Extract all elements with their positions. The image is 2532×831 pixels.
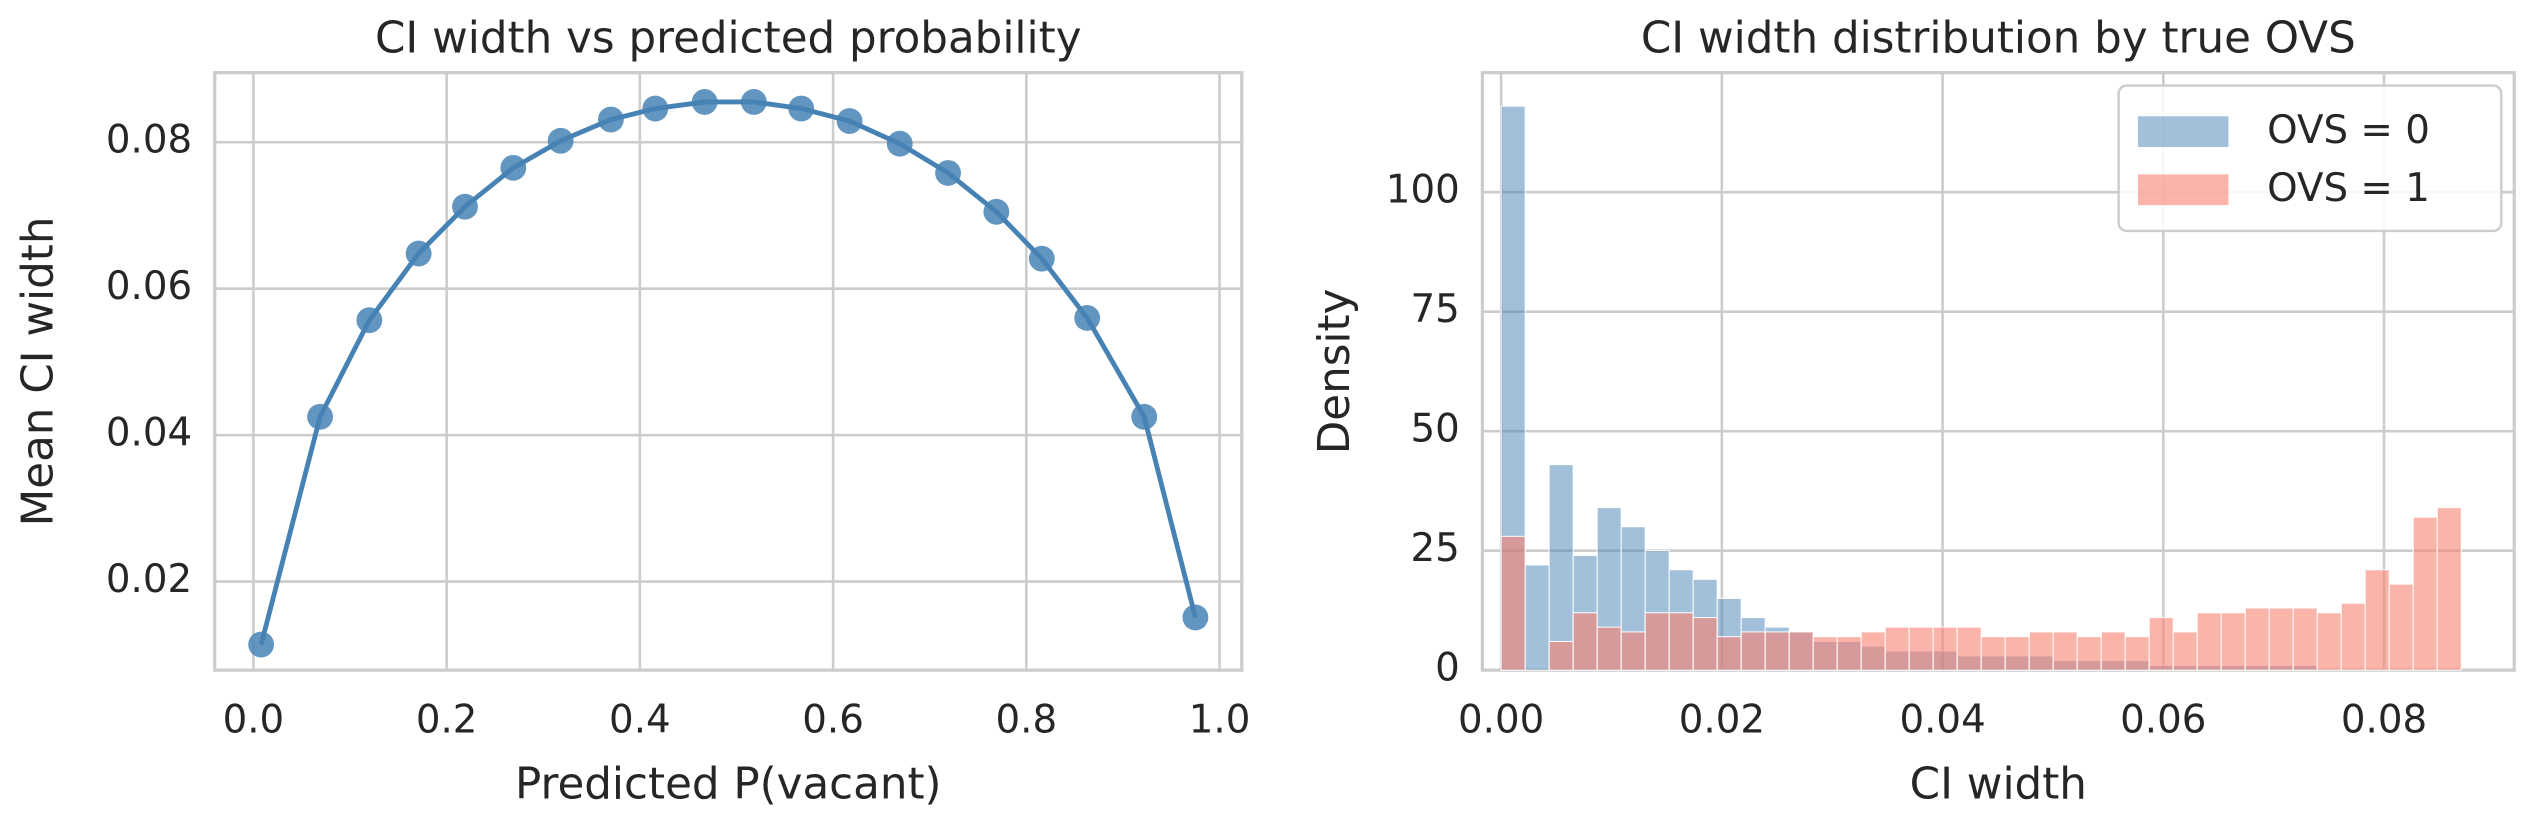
histogram-bar: [1500, 535, 1526, 671]
x-tick-label: 1.0: [1189, 697, 1251, 742]
histogram-bar: [1644, 612, 1670, 671]
x-tick-label: 0.4: [609, 697, 671, 742]
legend-label: OVS = 0: [2267, 108, 2430, 153]
y-tick-label: 25: [1410, 526, 1459, 571]
marker: [1074, 305, 1101, 331]
legend-swatch: [2137, 116, 2229, 147]
histogram-bar: [2076, 636, 2102, 671]
x-tick-label: 0.6: [802, 697, 864, 742]
marker: [886, 130, 913, 157]
y-tick-label: 0: [1435, 646, 1460, 691]
histogram-bar: [2412, 516, 2438, 671]
histogram-bar: [2028, 631, 2054, 671]
histogram-bar: [2436, 507, 2462, 671]
x-tick-label: 0.08: [2341, 697, 2427, 742]
histogram-bar: [1740, 631, 1766, 671]
histogram-bar: [2220, 612, 2246, 671]
histogram-bar: [1884, 626, 1910, 671]
y-tick-label: 75: [1410, 287, 1459, 332]
histogram-bar: [2196, 612, 2222, 671]
histogram-bar: [2340, 602, 2366, 671]
histogram-bar: [1572, 612, 1598, 671]
marker: [788, 95, 815, 122]
histogram-bar: [1812, 636, 1838, 671]
marker: [836, 108, 863, 134]
histogram-bar: [2100, 631, 2126, 671]
histogram-bar: [1548, 640, 1574, 671]
marker: [1182, 604, 1209, 631]
marker: [452, 193, 478, 220]
marker: [500, 154, 527, 181]
histogram-bar: [1956, 626, 1982, 671]
chart-title: CI width vs predicted probability: [375, 13, 1082, 63]
histogram-bar: [2388, 583, 2414, 671]
histogram-bar: [2124, 636, 2150, 671]
histogram-bar: [2052, 631, 2078, 671]
histogram-bar: [2316, 612, 2342, 671]
y-tick-label: 100: [1386, 168, 1460, 213]
y-axis-label: Density: [1310, 289, 1360, 455]
marker: [597, 106, 624, 133]
marker: [642, 95, 669, 122]
x-tick-label: 0.2: [416, 697, 478, 742]
x-tick-label: 0.0: [223, 697, 285, 742]
histogram-bar: [1836, 636, 1862, 671]
histogram-bar: [2292, 607, 2318, 671]
histogram-bar: [1980, 636, 2006, 671]
marker: [935, 160, 961, 186]
y-tick-label: 0.08: [106, 118, 192, 163]
histogram-bar: [1524, 564, 1550, 671]
y-axis-label: Mean CI width: [13, 216, 63, 526]
x-axis-label: CI width: [1910, 759, 2087, 809]
histogram-bar: [1548, 464, 1574, 671]
legend-label: OVS = 1: [2267, 166, 2430, 211]
marker: [356, 307, 383, 334]
histogram-bar: [2004, 636, 2030, 671]
x-tick-label: 0.04: [1899, 697, 1985, 742]
marker: [405, 240, 432, 267]
histogram-bar: [2268, 607, 2294, 671]
histogram-bar: [1908, 626, 1934, 671]
marker: [1131, 403, 1158, 430]
histogram-bar: [1716, 636, 1742, 671]
y-tick-label: 50: [1410, 407, 1459, 452]
marker: [248, 631, 275, 658]
marker: [740, 89, 767, 115]
x-tick-label: 0.06: [2120, 697, 2206, 742]
x-tick-label: 0.00: [1458, 697, 1544, 742]
histogram-bar: [1668, 612, 1694, 671]
histogram-bar: [2244, 607, 2270, 671]
marker: [307, 403, 333, 430]
histogram-bar: [2148, 617, 2174, 671]
histogram-bar: [1860, 631, 1886, 671]
marker: [1028, 245, 1055, 272]
histogram-bar: [1692, 617, 1718, 671]
x-axis-label: Predicted P(vacant): [515, 759, 942, 809]
histogram-bar: [1788, 631, 1814, 671]
histogram-bar: [1764, 631, 1790, 671]
histogram-bar: [1596, 626, 1622, 671]
plot-area: [214, 72, 1242, 671]
y-tick-label: 0.04: [106, 411, 192, 456]
marker: [983, 198, 1010, 225]
histogram-bar: [1932, 626, 1958, 671]
histogram-bar: [2172, 631, 2198, 671]
histogram-bar: [1620, 631, 1646, 671]
x-tick-label: 0.8: [996, 697, 1058, 742]
legend-swatch: [2137, 174, 2229, 206]
histogram-bar: [2364, 569, 2390, 671]
chart-title: CI width distribution by true OVS: [1641, 13, 2356, 63]
axes-frame: [213, 71, 1244, 672]
y-tick-label: 0.06: [106, 264, 192, 309]
x-tick-label: 0.02: [1679, 697, 1765, 742]
y-tick-label: 0.02: [106, 557, 192, 602]
marker: [691, 89, 718, 115]
marker: [547, 127, 574, 154]
